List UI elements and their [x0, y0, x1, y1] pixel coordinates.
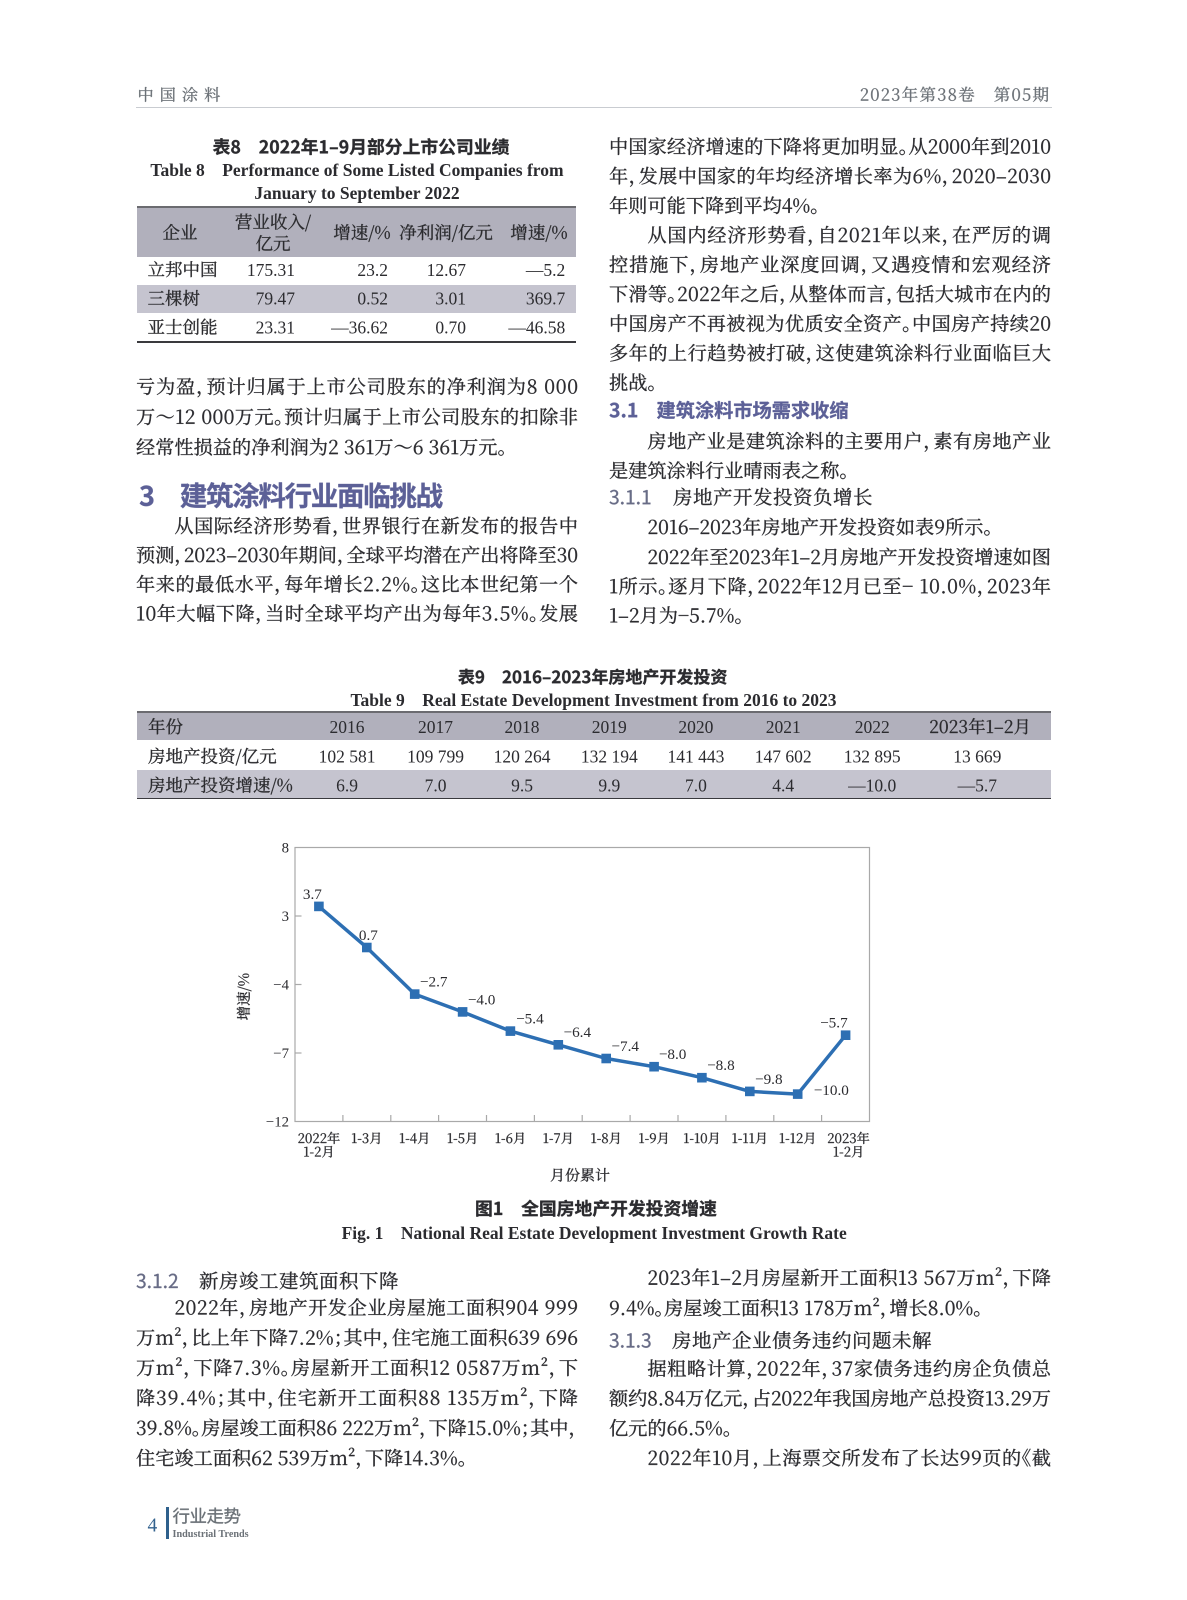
svg-text:3.7: 3.7	[303, 886, 322, 903]
svg-text:13 669: 13 669	[953, 747, 1001, 767]
svg-text:Table 9 Real Estate Develop: Table 9 Real Estate Development Investme…	[350, 690, 836, 710]
svg-text:120 264: 120 264	[494, 747, 551, 767]
svg-text:Table 8 Performance of Some: Table 8 Performance of Some Listed Compa…	[150, 160, 564, 180]
svg-text:−9.8: −9.8	[755, 1071, 783, 1088]
svg-text:3: 3	[282, 909, 289, 925]
svg-text:−7: −7	[273, 1046, 289, 1062]
svg-text:23.2: 23.2	[357, 260, 388, 280]
svg-text:7.0: 7.0	[425, 776, 447, 796]
svg-text:2018: 2018	[505, 717, 540, 737]
svg-text:2022: 2022	[855, 717, 890, 737]
svg-text:Fig. 1 National Real Estate: Fig. 1 National Real Estate Development …	[342, 1223, 847, 1243]
svg-text:102 581: 102 581	[319, 747, 376, 767]
svg-text:23.31: 23.31	[256, 317, 295, 337]
svg-text:4.4: 4.4	[772, 776, 794, 796]
svg-text:−7.4: −7.4	[611, 1038, 639, 1055]
svg-text:2019: 2019	[592, 717, 627, 737]
svg-text:January to September 2022: January to September 2022	[254, 183, 459, 203]
svg-text:—46.58: —46.58	[507, 317, 565, 337]
svg-text:—10.0: —10.0	[847, 776, 896, 796]
svg-text:0.52: 0.52	[357, 289, 388, 309]
svg-text:−8.8: −8.8	[707, 1057, 735, 1074]
svg-text:—5.2: —5.2	[525, 260, 565, 280]
svg-text:7.0: 7.0	[685, 776, 707, 796]
svg-text:—36.62: —36.62	[330, 317, 388, 337]
svg-text:—5.7: —5.7	[957, 776, 998, 796]
svg-text:3.01: 3.01	[435, 289, 466, 309]
svg-text:147 602: 147 602	[755, 747, 812, 767]
svg-text:Industrial Trends: Industrial Trends	[173, 1529, 249, 1540]
svg-text:−12: −12	[266, 1114, 289, 1130]
svg-text:−8.0: −8.0	[659, 1046, 687, 1063]
svg-text:9.9: 9.9	[598, 776, 620, 796]
svg-text:2016: 2016	[330, 717, 365, 737]
svg-text:−6.4: −6.4	[564, 1024, 592, 1041]
svg-text:0.7: 0.7	[359, 927, 378, 944]
svg-text:−4.0: −4.0	[468, 991, 496, 1008]
svg-text:12.67: 12.67	[427, 260, 467, 280]
svg-text:−4: −4	[273, 977, 289, 993]
svg-text:−5.7: −5.7	[820, 1015, 848, 1032]
svg-text:141 443: 141 443	[667, 747, 724, 767]
svg-text:132 194: 132 194	[581, 747, 638, 767]
svg-text:132 895: 132 895	[844, 747, 901, 767]
svg-text:2020: 2020	[678, 717, 713, 737]
svg-text:109 799: 109 799	[407, 747, 464, 767]
svg-text:4: 4	[148, 1516, 158, 1537]
svg-text:369.7: 369.7	[526, 289, 566, 309]
svg-text:9.5: 9.5	[511, 776, 533, 796]
svg-text:175.31: 175.31	[247, 260, 295, 280]
svg-text:79.47: 79.47	[256, 289, 296, 309]
svg-text:8: 8	[282, 840, 289, 856]
svg-text:−5.4: −5.4	[516, 1011, 544, 1028]
svg-text:−10.0: −10.0	[814, 1082, 850, 1099]
svg-text:0.70: 0.70	[435, 317, 466, 337]
svg-text:2017: 2017	[418, 717, 453, 737]
svg-text:−2.7: −2.7	[420, 974, 448, 991]
svg-text:2021: 2021	[766, 717, 801, 737]
svg-text:6.9: 6.9	[336, 776, 358, 796]
